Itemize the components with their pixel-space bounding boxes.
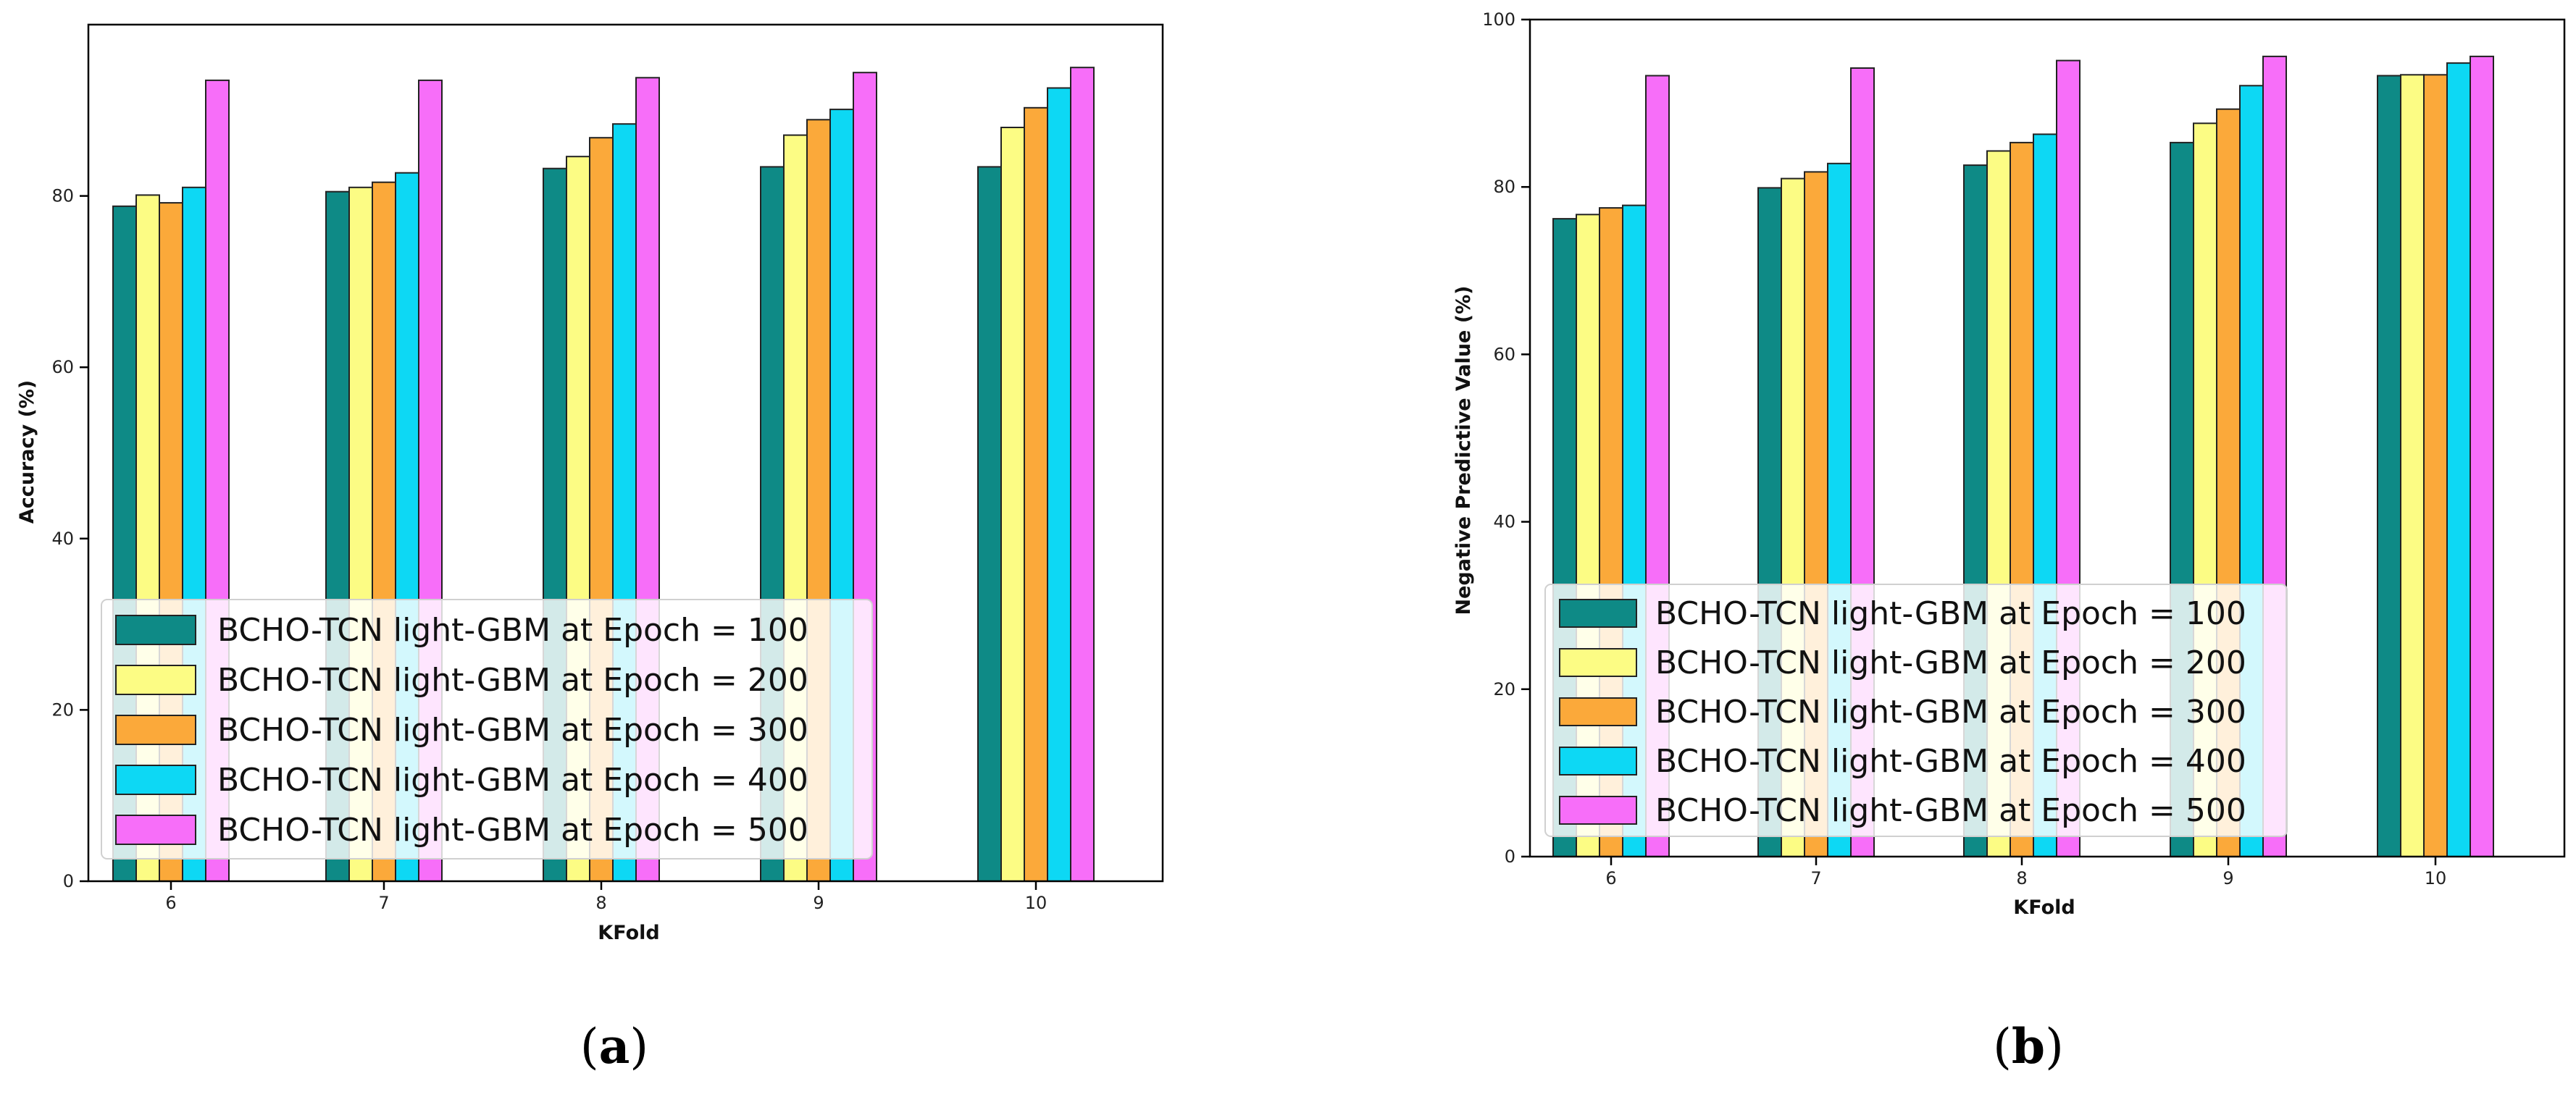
- y-tick-label: 40: [51, 529, 74, 549]
- legend-swatch-4: [115, 765, 196, 795]
- legend-swatch-5: [1559, 796, 1637, 825]
- legend-swatch-2: [1559, 648, 1637, 677]
- legend-label-2: BCHO-TCN light-GBM at Epoch = 200: [217, 662, 808, 699]
- legend-swatch-4: [1559, 747, 1637, 776]
- panel-label-a: (a): [580, 1018, 648, 1075]
- bar-kfold-10-series-2: [1000, 127, 1025, 882]
- y-tick-label: 20: [1493, 679, 1515, 699]
- y-tick-label: 80: [1493, 177, 1515, 197]
- bar-kfold-10-series-1: [977, 166, 1002, 882]
- x-tick-label: 7: [1810, 868, 1821, 888]
- x-tick-label: 9: [2222, 868, 2233, 888]
- bar-kfold-10-series-4: [1047, 87, 1071, 882]
- legend-swatch-3: [115, 715, 196, 745]
- legend-swatch-1: [115, 615, 196, 645]
- legend-box: [101, 599, 873, 859]
- y-tick-label: 0: [63, 871, 74, 891]
- legend-swatch-2: [115, 665, 196, 695]
- x-axis-label: KFold: [598, 922, 659, 944]
- legend-label-1: BCHO-TCN light-GBM at Epoch = 100: [1655, 595, 2246, 632]
- panel-label-b-letter: b: [2012, 1018, 2045, 1075]
- panel-label-b: (b): [1993, 1018, 2064, 1075]
- x-tick-label: 6: [165, 893, 176, 913]
- bar-kfold-10-series-4: [2446, 62, 2471, 858]
- bar-kfold-10-series-1: [2377, 75, 2401, 857]
- legend-label-2: BCHO-TCN light-GBM at Epoch = 200: [1655, 644, 2246, 681]
- y-tick-label: 60: [1493, 344, 1515, 364]
- x-tick-label: 7: [378, 893, 389, 913]
- npv-chart: 0 20 40 60 80 100 6 7 8 9 10 KFold Negative Predic…: [1452, 9, 2566, 919]
- legend-label-3: BCHO-TCN light-GBM at Epoch = 300: [217, 712, 808, 749]
- bar-kfold-10-series-5: [1070, 67, 1095, 883]
- y-tick-label: 80: [51, 186, 74, 206]
- y-tick-label: 20: [51, 699, 74, 720]
- y-tick-label: 0: [1505, 846, 1515, 867]
- y-axis-label: Negative Predictive Value (%): [1452, 286, 1475, 615]
- y-tick-label: 100: [1482, 9, 1515, 30]
- legend: BCHO-TCN light-GBM at Epoch = 100 BCHO-TC…: [1544, 584, 2288, 837]
- legend: BCHO-TCN light-GBM at Epoch = 100 BCHO-TC…: [101, 599, 873, 859]
- y-axis-label: Accuracy (%): [16, 380, 38, 524]
- axes-layer: 0 20 40 60 80 6 7 8 9 10: [51, 23, 1164, 913]
- x-tick-label: 8: [595, 893, 606, 913]
- bar-kfold-10-series-5: [2470, 55, 2494, 857]
- bar-kfold-10-series-3: [2423, 74, 2448, 857]
- legend-swatch-1: [1559, 599, 1637, 628]
- x-axis-label: KFold: [2013, 896, 2075, 919]
- legend-label-4: BCHO-TCN light-GBM at Epoch = 400: [1655, 743, 2246, 780]
- x-tick-label: 10: [1025, 893, 1047, 913]
- x-tick-label: 6: [1605, 868, 1616, 888]
- plot-frame: [87, 23, 1164, 883]
- legend-label-3: BCHO-TCN light-GBM at Epoch = 300: [1655, 694, 2246, 731]
- legend-label-5: BCHO-TCN light-GBM at Epoch = 500: [217, 812, 808, 849]
- x-tick-label: 8: [2016, 868, 2027, 888]
- y-tick-label: 40: [1493, 512, 1515, 532]
- axes-layer: 0 20 40 60 80 100 6 7 8 9 10: [1482, 9, 2566, 888]
- bar-kfold-10-series-3: [1024, 106, 1048, 882]
- legend-label-5: BCHO-TCN light-GBM at Epoch = 500: [1655, 792, 2246, 829]
- legend-label-4: BCHO-TCN light-GBM at Epoch = 400: [217, 762, 808, 799]
- legend-swatch-3: [1559, 697, 1637, 726]
- accuracy-chart: 0 20 40 60 80 6 7 8 9 10 KFold Accuracy (%) BCHO-…: [16, 23, 1164, 944]
- bar-kfold-10-series-2: [2400, 74, 2425, 857]
- legend-box: [1544, 584, 2288, 837]
- legend-swatch-5: [115, 815, 196, 845]
- plot-frame: [1529, 18, 2566, 858]
- legend-label-1: BCHO-TCN light-GBM at Epoch = 100: [217, 612, 808, 649]
- panel-label-a-letter: a: [599, 1018, 630, 1075]
- y-tick-label: 60: [51, 357, 74, 377]
- x-tick-label: 9: [813, 893, 824, 913]
- x-tick-label: 10: [2425, 868, 2447, 888]
